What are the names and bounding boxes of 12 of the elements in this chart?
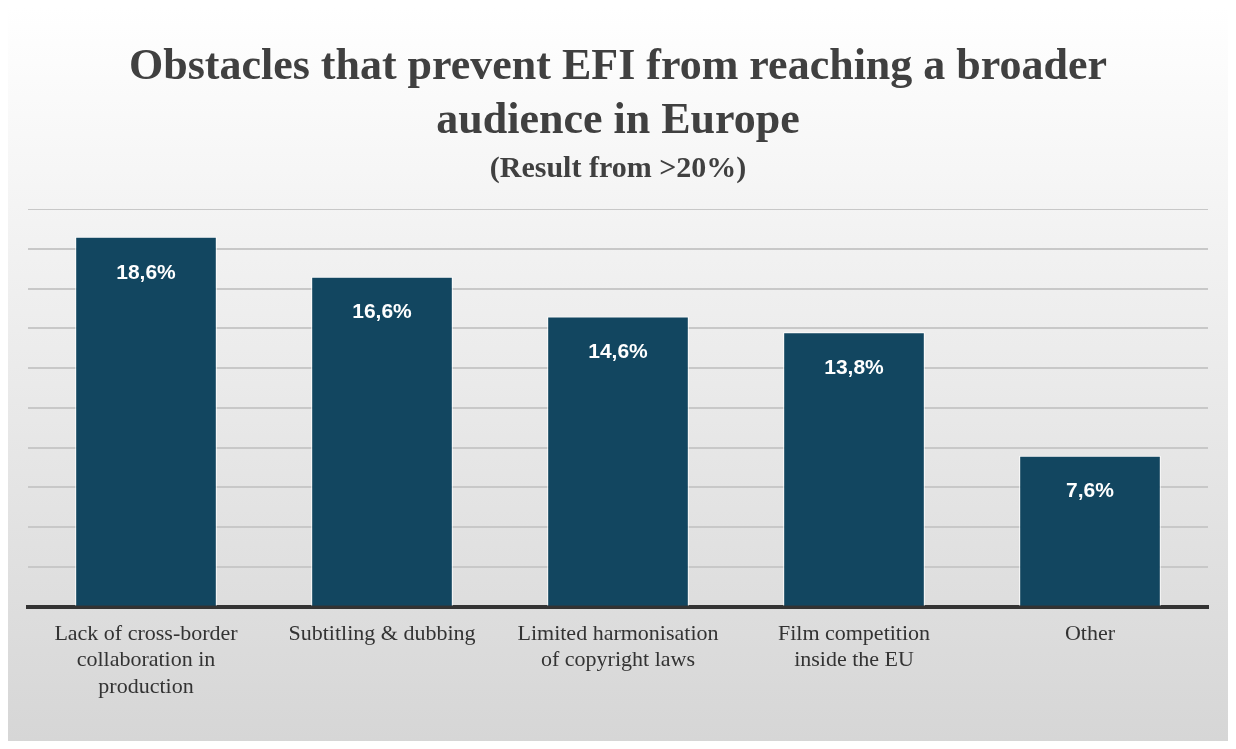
x-tick-label: Subtitling & dubbing	[288, 619, 476, 645]
chart-subtitle: (Result from >20%)	[488, 150, 748, 184]
x-tick-label: Other	[1064, 619, 1116, 645]
chart-title: Obstacles that prevent EFI from reaching a broader audience in Europe	[127, 39, 1109, 145]
data-label: 18,6%	[116, 259, 177, 283]
data-label: 16,6%	[352, 299, 413, 323]
data-label: 14,6%	[588, 339, 649, 363]
data-label: 13,8%	[824, 355, 885, 379]
x-tick-label: Film competition inside the EU	[777, 619, 931, 672]
data-label: 7,6%	[1066, 478, 1115, 502]
x-tick-label: Lack of cross-border collaboration in production	[54, 619, 239, 698]
x-tick-label: Limited harmonisation of copyright laws	[517, 619, 719, 672]
